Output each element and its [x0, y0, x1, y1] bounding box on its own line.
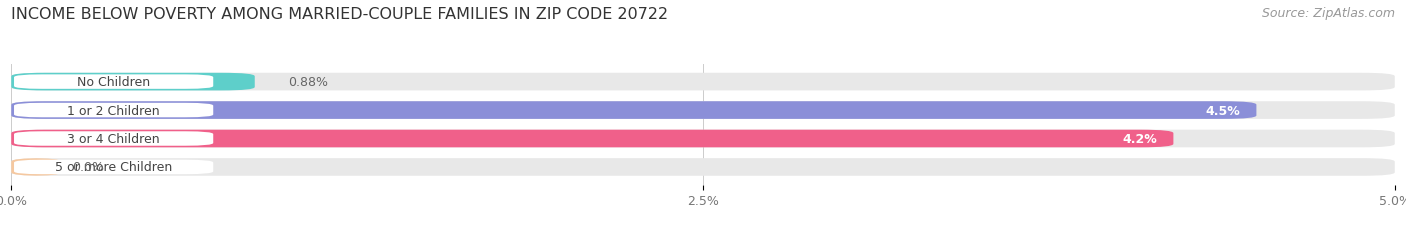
Text: No Children: No Children — [77, 76, 150, 89]
FancyBboxPatch shape — [11, 73, 254, 91]
Text: 0.88%: 0.88% — [288, 76, 328, 89]
Text: 5 or more Children: 5 or more Children — [55, 161, 173, 174]
FancyBboxPatch shape — [11, 130, 1395, 148]
FancyBboxPatch shape — [14, 75, 214, 89]
Text: 1 or 2 Children: 1 or 2 Children — [67, 104, 160, 117]
FancyBboxPatch shape — [11, 73, 1395, 91]
Text: 3 or 4 Children: 3 or 4 Children — [67, 132, 160, 145]
FancyBboxPatch shape — [11, 158, 1395, 176]
FancyBboxPatch shape — [14, 132, 214, 146]
FancyBboxPatch shape — [14, 160, 214, 174]
Text: 4.5%: 4.5% — [1205, 104, 1240, 117]
FancyBboxPatch shape — [11, 158, 60, 176]
FancyBboxPatch shape — [11, 102, 1395, 119]
FancyBboxPatch shape — [14, 103, 214, 118]
Text: Source: ZipAtlas.com: Source: ZipAtlas.com — [1261, 7, 1395, 20]
Text: 4.2%: 4.2% — [1122, 132, 1157, 145]
FancyBboxPatch shape — [11, 102, 1257, 119]
FancyBboxPatch shape — [11, 130, 1174, 148]
Text: INCOME BELOW POVERTY AMONG MARRIED-COUPLE FAMILIES IN ZIP CODE 20722: INCOME BELOW POVERTY AMONG MARRIED-COUPL… — [11, 7, 668, 22]
Text: 0.0%: 0.0% — [72, 161, 104, 174]
